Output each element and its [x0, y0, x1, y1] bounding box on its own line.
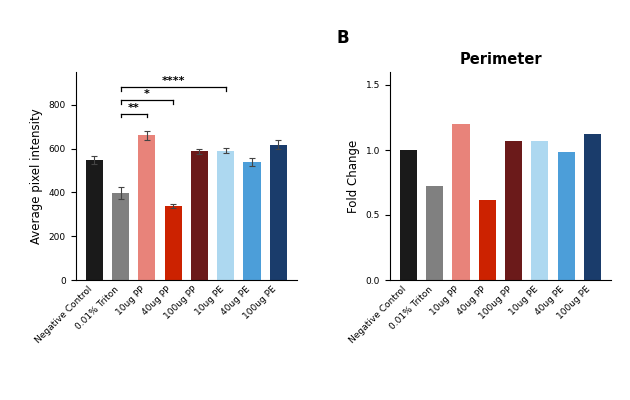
Bar	[531, 140, 549, 280]
Bar	[584, 134, 601, 280]
Text: B: B	[336, 29, 350, 47]
Bar	[426, 186, 444, 280]
Text: *: *	[144, 89, 150, 99]
Bar	[138, 136, 156, 280]
Y-axis label: Fold Change: Fold Change	[347, 139, 360, 213]
Bar	[86, 160, 103, 280]
Title: Perimeter: Perimeter	[459, 52, 542, 67]
Bar	[191, 151, 208, 280]
Bar	[452, 124, 469, 280]
Bar	[558, 152, 575, 280]
Bar	[243, 162, 261, 280]
Bar	[112, 193, 129, 280]
Bar	[217, 151, 234, 280]
Bar	[270, 145, 287, 280]
Bar	[400, 150, 417, 280]
Text: **: **	[128, 102, 139, 112]
Bar	[164, 206, 181, 280]
Bar	[479, 200, 496, 280]
Bar	[505, 141, 522, 280]
Text: ****: ****	[161, 76, 185, 86]
Y-axis label: Average pixel intensity: Average pixel intensity	[30, 108, 43, 244]
